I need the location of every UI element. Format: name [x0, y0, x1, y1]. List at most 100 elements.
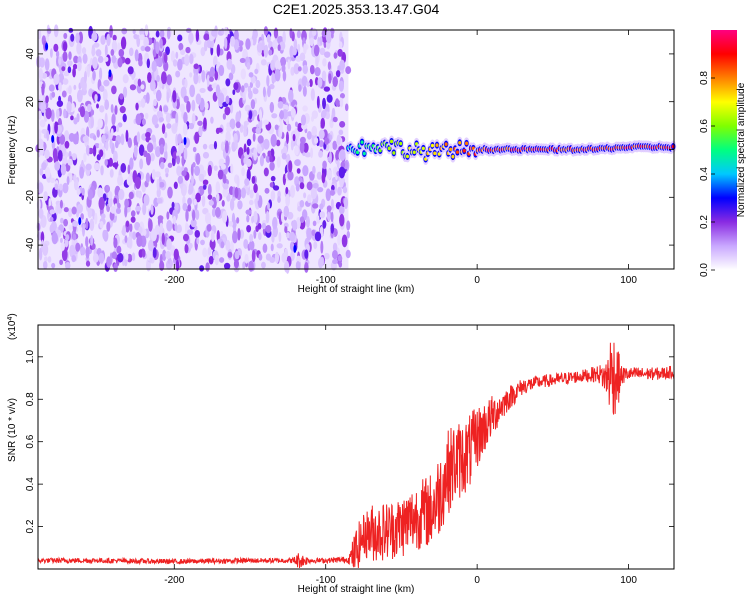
noise-blob — [267, 85, 271, 98]
noise-blob — [58, 82, 62, 92]
noise-blob — [65, 234, 70, 241]
noise-blob — [87, 207, 93, 219]
noise-blob — [177, 133, 182, 145]
noise-blob — [198, 126, 203, 137]
spectrogram-y-tick-label: 40 — [25, 48, 36, 60]
noise-blob — [110, 206, 116, 214]
noise-blob — [235, 111, 241, 125]
noise-blob — [40, 231, 45, 244]
noise-blob — [43, 256, 48, 262]
snr-scale-exponent: 4 — [7, 317, 14, 321]
noise-blob — [63, 32, 68, 40]
noise-blob — [293, 63, 300, 75]
noise-blob — [265, 210, 270, 224]
noise-blob — [76, 188, 81, 196]
noise-blob — [329, 141, 333, 153]
noise-blob — [314, 231, 322, 242]
noise-blob — [243, 157, 247, 165]
noise-blob — [246, 158, 252, 167]
noise-blob — [300, 114, 307, 126]
noise-blob — [56, 100, 64, 107]
noise-blob — [194, 229, 201, 238]
noise-blob — [60, 163, 67, 176]
noise-blob — [158, 117, 164, 123]
noise-blob — [151, 114, 159, 126]
noise-blob — [229, 103, 234, 114]
noise-blob — [66, 101, 72, 114]
noise-blob — [53, 43, 59, 52]
noise-blob — [182, 185, 187, 191]
noise-blob — [92, 145, 97, 157]
noise-blob — [177, 175, 184, 184]
noise-spark — [51, 134, 55, 143]
noise-blob — [288, 89, 294, 103]
noise-blob — [109, 138, 113, 150]
noise-spark — [183, 137, 187, 146]
snr-y-tick-label: 0.2 — [25, 519, 36, 533]
noise-blob — [120, 36, 127, 50]
noise-blob — [314, 137, 319, 144]
noise-blob — [323, 86, 331, 92]
noise-blob — [48, 84, 55, 92]
noise-blob — [124, 235, 128, 243]
noise-blob — [296, 168, 301, 174]
noise-blob — [155, 41, 160, 54]
noise-blob — [251, 216, 254, 224]
noise-blob — [186, 100, 191, 113]
noise-blob — [100, 165, 104, 176]
noise-blob — [96, 129, 100, 138]
noise-blob — [292, 133, 296, 142]
noise-blob — [338, 41, 343, 49]
carrier-core — [360, 140, 364, 144]
noise-blob — [246, 138, 252, 147]
noise-blob — [41, 83, 45, 96]
noise-blob — [221, 210, 228, 224]
noise-blob — [140, 45, 146, 52]
noise-blob — [132, 231, 137, 240]
carrier-core — [355, 150, 360, 155]
noise-blob — [261, 261, 266, 269]
noise-blob — [93, 42, 100, 48]
noise-blob — [243, 143, 247, 154]
noise-blob — [44, 58, 50, 71]
noise-blob — [160, 71, 167, 85]
noise-blob — [192, 146, 197, 153]
noise-blob — [82, 135, 89, 143]
noise-blob — [104, 99, 110, 111]
noise-blob — [106, 185, 110, 191]
noise-blob — [320, 117, 326, 129]
noise-blob — [108, 196, 113, 208]
noise-blob — [339, 93, 345, 99]
noise-blob — [50, 109, 55, 122]
noise-blob — [297, 43, 301, 53]
noise-blob — [71, 206, 77, 215]
noise-blob — [282, 145, 288, 156]
noise-blob — [222, 183, 229, 190]
noise-blob — [153, 98, 157, 107]
noise-blob — [339, 213, 345, 227]
noise-blob — [215, 207, 221, 218]
noise-blob — [171, 125, 177, 132]
noise-blob — [299, 52, 306, 62]
noise-blob — [106, 221, 111, 232]
noise-blob — [224, 140, 229, 154]
noise-blob — [299, 216, 305, 224]
noise-blob — [243, 128, 247, 138]
noise-blob — [143, 36, 149, 48]
noise-blob — [99, 67, 103, 81]
noise-blob — [61, 248, 68, 262]
noise-blob — [147, 239, 154, 252]
noise-blob — [225, 239, 231, 251]
noise-blob — [288, 160, 293, 173]
noise-blob — [184, 54, 190, 66]
noise-blob — [213, 141, 218, 150]
noise-blob — [204, 102, 209, 110]
noise-blob — [338, 261, 343, 268]
noise-blob — [310, 147, 314, 159]
noise-blob — [117, 57, 123, 68]
noise-blob — [221, 27, 225, 35]
noise-blob — [290, 107, 296, 118]
noise-blob — [302, 165, 309, 177]
noise-blob — [62, 78, 69, 85]
noise-blob — [311, 27, 317, 37]
